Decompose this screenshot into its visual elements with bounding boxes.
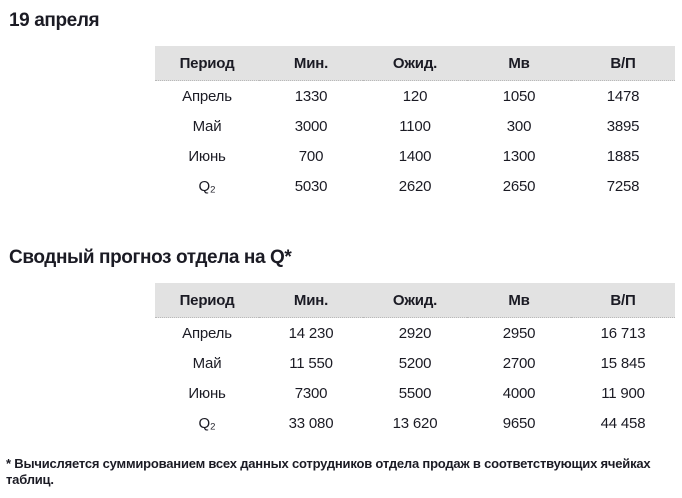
column-header-mv: Мв [467, 46, 571, 81]
column-header-vp: В/П [571, 46, 675, 81]
table-row: Июнь 7300 5500 4000 11 900 [155, 378, 675, 408]
daily-forecast-table: Период Мин. Ожид. Мв В/П Апрель 1330 120… [155, 46, 675, 201]
cell-mv: 4000 [502, 384, 536, 402]
cell-expected: 1400 [398, 147, 432, 165]
table-row-total: Q₂ 33 080 13 620 9650 44 458 [155, 408, 675, 438]
cell-mv: 2950 [502, 324, 536, 342]
cell-vp: 1885 [606, 147, 640, 165]
cell-mv: 1050 [502, 87, 536, 105]
cell-period: Июнь [188, 147, 226, 165]
column-header-expected: Ожид. [363, 46, 467, 81]
cell-min: 7300 [294, 384, 328, 402]
cell-period: Май [192, 117, 222, 135]
cell-period: Май [192, 354, 222, 372]
cell-mv: 2700 [502, 354, 536, 372]
cell-min: 14 230 [288, 324, 334, 342]
table-row: Май 11 550 5200 2700 15 845 [155, 348, 675, 378]
cell-mv: 9650 [502, 414, 536, 432]
cell-min: 700 [298, 147, 324, 165]
cell-expected: 2620 [398, 177, 432, 195]
cell-mv: 1300 [502, 147, 536, 165]
cell-period: Апрель [182, 324, 232, 342]
cell-expected: 13 620 [392, 414, 438, 432]
cell-period: Q₂ [198, 414, 216, 432]
table-row: Апрель 1330 120 1050 1478 [155, 81, 675, 112]
column-header-min: Мин. [259, 46, 363, 81]
cell-vp: 11 900 [601, 384, 645, 402]
cell-vp: 7258 [606, 177, 640, 195]
page-title: 19 апреля [9, 10, 100, 31]
cell-vp: 44 458 [600, 414, 646, 432]
table-row-total: Q₂ 5030 2620 2650 7258 [155, 171, 675, 201]
table-row: Июнь 700 1400 1300 1885 [155, 141, 675, 171]
cell-min: 1330 [294, 87, 328, 105]
table-header-row: Период Мин. Ожид. Мв В/П [155, 46, 675, 81]
footnote: * Вычисляется суммированием всех данных … [6, 456, 651, 487]
cell-expected: 1100 [399, 117, 431, 135]
cell-min: 3000 [294, 117, 328, 135]
cell-mv: 300 [506, 117, 532, 135]
cell-expected: 5500 [398, 384, 432, 402]
cell-expected: 5200 [398, 354, 432, 372]
column-header-expected: Ожид. [363, 283, 467, 318]
cell-period: Июнь [188, 384, 226, 402]
cell-expected: 2920 [398, 324, 432, 342]
cell-min: 33 080 [288, 414, 334, 432]
column-header-min: Мин. [259, 283, 363, 318]
cell-mv: 2650 [502, 177, 536, 195]
table-row: Апрель 14 230 2920 2950 16 713 [155, 318, 675, 349]
cell-min: 11 550 [289, 354, 333, 372]
cell-period: Q₂ [198, 177, 216, 195]
cell-vp: 15 845 [600, 354, 646, 372]
column-header-period: Период [155, 283, 259, 318]
cell-vp: 1478 [606, 87, 640, 105]
cell-min: 5030 [294, 177, 328, 195]
table-header-row: Период Мин. Ожид. Мв В/П [155, 283, 675, 318]
column-header-mv: Мв [467, 283, 571, 318]
cell-expected: 120 [402, 87, 428, 105]
section-title: Сводный прогноз отдела на Q* [9, 247, 292, 268]
column-header-period: Период [155, 46, 259, 81]
cell-vp: 3895 [606, 117, 640, 135]
department-summary-table: Период Мин. Ожид. Мв В/П Апрель 14 230 2… [155, 283, 675, 438]
cell-period: Апрель [182, 87, 232, 105]
cell-vp: 16 713 [600, 324, 646, 342]
column-header-vp: В/П [571, 283, 675, 318]
table-row: Май 3000 1100 300 3895 [155, 111, 675, 141]
